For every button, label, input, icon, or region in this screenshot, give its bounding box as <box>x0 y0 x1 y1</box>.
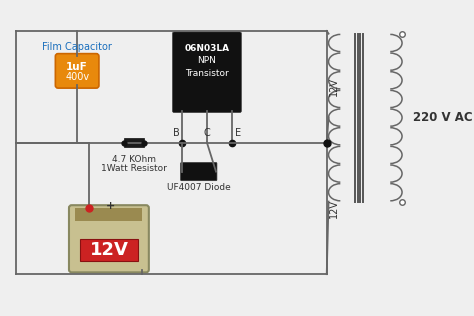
Bar <box>75 208 143 221</box>
Text: 220 V AC: 220 V AC <box>413 111 473 124</box>
Text: 4.7 KOhm: 4.7 KOhm <box>112 155 156 164</box>
FancyBboxPatch shape <box>69 205 149 272</box>
Text: 12V: 12V <box>329 199 339 218</box>
Text: C: C <box>203 128 210 138</box>
Text: 12V: 12V <box>329 77 339 96</box>
FancyBboxPatch shape <box>55 54 99 88</box>
Text: 400v: 400v <box>65 72 89 82</box>
Text: Film Capacitor: Film Capacitor <box>42 42 112 52</box>
Text: 06N03LA: 06N03LA <box>184 44 229 53</box>
Text: UF4007 Diode: UF4007 Diode <box>167 183 231 192</box>
Text: 1Watt Resistor: 1Watt Resistor <box>101 164 167 173</box>
Text: +: + <box>106 201 115 211</box>
FancyBboxPatch shape <box>181 162 217 181</box>
Text: E: E <box>235 128 241 138</box>
Text: 1uF: 1uF <box>66 62 88 71</box>
Text: 12V: 12V <box>90 241 128 259</box>
FancyBboxPatch shape <box>173 32 241 112</box>
Text: Transistor: Transistor <box>185 69 229 78</box>
Bar <box>80 239 138 261</box>
Text: B: B <box>173 128 180 138</box>
Bar <box>124 138 144 147</box>
Text: NPN: NPN <box>198 56 216 65</box>
